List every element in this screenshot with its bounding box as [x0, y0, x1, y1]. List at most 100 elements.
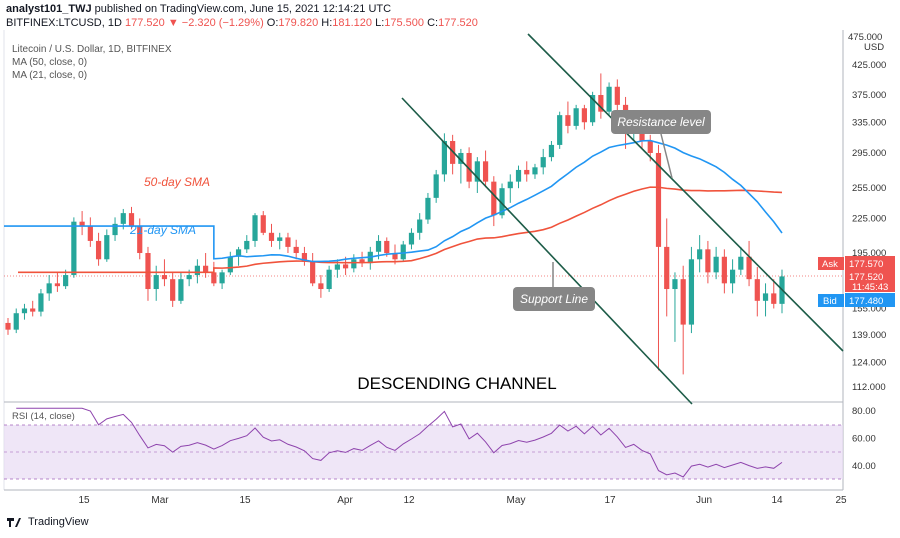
tradingview-footer[interactable]: TradingView [6, 516, 89, 528]
sma50-annotation: 50-day SMA [144, 175, 210, 189]
candle-body [754, 279, 760, 301]
price-tick-label: 139.000 [852, 330, 886, 341]
candle-body [729, 269, 736, 284]
price-tick-label: 295.000 [852, 148, 886, 159]
candle-body [565, 115, 571, 126]
candle-body [458, 152, 464, 164]
candle-body [375, 240, 382, 252]
candle-body [507, 181, 513, 189]
time-axis[interactable]: 15 Mar 15 Apr 12 May 17 Jun 14 25 [78, 495, 847, 506]
ask-tag-label: Ask [822, 259, 838, 270]
candle-body [301, 253, 308, 262]
candle-body [178, 279, 184, 301]
candle-body [21, 308, 28, 314]
low-label: L: [375, 17, 385, 29]
candle-body [326, 269, 332, 290]
ma50-legend: MA (50, close, 0) [12, 57, 88, 68]
rsi-axis: 80.00 60.00 40.00 [852, 406, 876, 472]
last-price: 177.520 [125, 17, 165, 29]
publish-info: published on TradingView.com, June 15, 2… [94, 3, 392, 15]
ma21-legend: MA (21, close, 0) [12, 70, 88, 81]
candle-body [590, 95, 596, 123]
rsi-tick-label: 60.00 [852, 434, 876, 445]
candle-body [318, 283, 324, 290]
resistance-callout [611, 110, 711, 134]
candle-body [186, 275, 192, 280]
tradingview-brand: TradingView [28, 516, 89, 528]
candle-body [540, 157, 546, 168]
candle-body [145, 253, 151, 290]
open-value: 179.820 [278, 17, 319, 29]
support-callout-label: Support Line [520, 292, 588, 306]
resistance-callout-label: Resistance level [617, 115, 705, 129]
candle-body [260, 215, 266, 233]
candle-body [680, 279, 686, 325]
candle-body [351, 259, 357, 269]
price-tick-label: 335.000 [852, 117, 886, 128]
time-tick-label: Jun [696, 495, 712, 506]
candle-body [672, 279, 678, 290]
candle-body [104, 235, 110, 260]
candle-body [153, 275, 159, 290]
candle-body [293, 246, 299, 254]
candle-body [688, 259, 695, 325]
candle-body [408, 232, 415, 245]
symbol-legend: Litecoin / U.S. Dollar, 1D, BITFINEX [12, 44, 172, 55]
bar-countdown: 11:45:43 [852, 282, 888, 293]
candle-body [598, 95, 604, 112]
support-callout [513, 287, 595, 311]
candle-body [359, 259, 365, 264]
candle-body [310, 261, 316, 284]
support-line[interactable] [401, 97, 693, 405]
candle-body [30, 308, 36, 312]
candle-body [614, 86, 620, 105]
candle-body [170, 279, 176, 301]
candle-body [87, 226, 93, 241]
rsi-tick-label: 80.00 [852, 406, 876, 417]
price-tick-label: 155.000 [852, 303, 886, 314]
candle-body [54, 283, 61, 287]
open-label: O: [266, 17, 279, 29]
moving-averages-group [4, 139, 783, 274]
candle-body [417, 219, 423, 233]
candle-body [128, 213, 135, 227]
candle-body [227, 256, 233, 273]
candle-body [771, 293, 777, 304]
price-tick-label: 425.000 [852, 60, 886, 71]
candle-body [532, 167, 538, 175]
rsi-legend: RSI (14, close) [12, 411, 75, 422]
time-tick-label: 14 [771, 495, 783, 506]
candle-body [705, 249, 711, 273]
candle-body [697, 249, 703, 260]
resistance-line[interactable] [527, 33, 844, 352]
price-tick-label: 375.000 [852, 90, 886, 101]
price-axis[interactable]: 475.000 USD 425.000 375.000 335.000 295.000… [848, 32, 886, 393]
candle-body [721, 256, 727, 284]
bid-value-box [845, 293, 895, 307]
candle-body [392, 253, 398, 260]
candle-body [482, 161, 489, 182]
time-tick-label: 12 [403, 495, 415, 506]
candle-body [79, 221, 85, 227]
price-tick-label: 225.000 [852, 213, 886, 224]
candle-body [161, 275, 168, 280]
candle-body [655, 152, 662, 247]
candle-body [499, 188, 505, 216]
candle-body [746, 256, 752, 280]
candle-body [46, 283, 52, 294]
candle-body [277, 237, 283, 241]
candle-body [433, 174, 439, 198]
time-tick-label: 15 [78, 495, 90, 506]
author-name[interactable]: analyst101_TWJ [6, 3, 92, 15]
time-tick-label: Mar [151, 495, 169, 506]
publisher-line: analyst101_TWJ published on TradingView.… [6, 3, 391, 15]
candle-body [112, 223, 118, 236]
candle-body [384, 240, 390, 254]
candle-body [491, 181, 497, 216]
symbol-info: BITFINEX:LTCUSD, 1D [6, 17, 122, 29]
candle-body [524, 169, 530, 175]
candle-body [515, 169, 522, 182]
candle-body [334, 264, 340, 270]
channel-title: DESCENDING CHANNEL [357, 374, 556, 393]
